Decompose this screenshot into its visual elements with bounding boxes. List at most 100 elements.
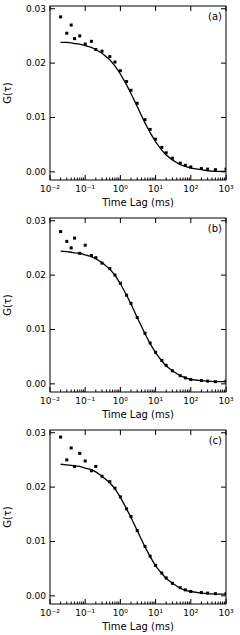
y-tick-label: 0.00: [26, 591, 46, 601]
x-tick: [85, 6, 86, 11]
x-minor-tick: [152, 390, 153, 393]
data-area: [59, 15, 226, 171]
data-area: [59, 436, 226, 596]
x-minor-tick: [189, 602, 190, 605]
x-minor-tick: [224, 178, 225, 181]
x-minor-tick: [153, 602, 154, 605]
x-tick-label: 10²: [183, 396, 198, 406]
x-minor-tick: [77, 390, 78, 393]
y-tick: [50, 171, 55, 172]
x-minor-tick: [211, 178, 212, 181]
x-minor-tick: [114, 602, 115, 605]
y-tick: [50, 487, 55, 488]
x-minor-tick: [112, 602, 113, 605]
x-minor-tick: [141, 602, 142, 605]
y-tick-label: 0.02: [26, 270, 46, 280]
x-minor-tick: [60, 178, 61, 181]
x-minor-tick: [189, 390, 190, 393]
x-minor-tick: [145, 390, 146, 393]
x-minor-tick: [109, 602, 110, 605]
y-tick: [50, 383, 55, 384]
x-minor-tick: [77, 178, 78, 181]
x-tick: [85, 430, 86, 435]
x-axis-title: Time Lag (ms): [101, 409, 174, 420]
x-minor-tick: [150, 602, 151, 605]
x-minor-tick: [185, 602, 186, 605]
x-minor-tick: [95, 602, 96, 605]
y-tick: [221, 487, 226, 488]
x-minor-tick: [71, 390, 72, 393]
x-tick: [155, 218, 156, 223]
x-tick: [155, 599, 156, 604]
x-tick-label: 10³: [218, 608, 233, 618]
x-minor-tick: [81, 602, 82, 605]
data-point: [84, 459, 87, 462]
y-tick: [50, 220, 55, 221]
x-tick-label: 10⁻¹: [75, 184, 95, 194]
y-tick: [50, 8, 55, 9]
x-minor-tick: [147, 390, 148, 393]
x-tick: [120, 430, 121, 435]
x-tick: [190, 430, 191, 435]
x-minor-tick: [218, 390, 219, 393]
x-minor-tick: [101, 390, 102, 393]
y-tick: [50, 541, 55, 542]
y-tick: [50, 63, 55, 64]
y-tick: [50, 117, 55, 118]
x-minor-tick: [218, 178, 219, 181]
x-minor-tick: [201, 390, 202, 393]
x-minor-tick: [220, 390, 221, 393]
x-tick-label: 10⁻²: [40, 608, 60, 618]
x-minor-tick: [137, 390, 138, 393]
data-area: [59, 230, 226, 383]
x-minor-tick: [74, 178, 75, 181]
x-minor-tick: [207, 390, 208, 393]
x-minor-tick: [182, 390, 183, 393]
y-tick: [221, 220, 226, 221]
x-axis-title: Time Lag (ms): [101, 197, 174, 208]
x-minor-tick: [66, 602, 67, 605]
x-tick: [226, 387, 227, 392]
x-minor-tick: [180, 390, 181, 393]
y-tick: [221, 275, 226, 276]
y-tick: [221, 541, 226, 542]
x-tick: [226, 175, 227, 180]
x-minor-tick: [114, 390, 115, 393]
x-tick: [155, 387, 156, 392]
x-minor-tick: [189, 178, 190, 181]
x-tick: [85, 387, 86, 392]
x-minor-tick: [201, 178, 202, 181]
x-minor-tick: [116, 602, 117, 605]
x-minor-tick: [114, 178, 115, 181]
y-tick: [221, 432, 226, 433]
x-tick-label: 10⁻²: [40, 184, 60, 194]
x-minor-tick: [187, 390, 188, 393]
x-minor-tick: [79, 390, 80, 393]
x-tick: [120, 387, 121, 392]
data-point: [225, 168, 227, 171]
data-point: [90, 40, 93, 43]
x-minor-tick: [166, 602, 167, 605]
data-point: [70, 24, 73, 27]
data-point: [78, 452, 81, 455]
x-minor-tick: [220, 602, 221, 605]
y-tick: [221, 329, 226, 330]
x-minor-tick: [182, 178, 183, 181]
x-minor-tick: [224, 602, 225, 605]
data-point: [70, 246, 73, 249]
x-minor-tick: [220, 178, 221, 181]
y-axis-title: G(τ): [2, 82, 13, 104]
x-minor-tick: [172, 178, 173, 181]
y-tick-label: 0.01: [26, 536, 46, 546]
x-minor-tick: [130, 602, 131, 605]
x-minor-tick: [150, 178, 151, 181]
panel-label: (c): [209, 435, 222, 446]
x-tick: [190, 599, 191, 604]
x-minor-tick: [187, 602, 188, 605]
x-minor-tick: [176, 178, 177, 181]
x-minor-tick: [66, 390, 67, 393]
y-axis-title: G(τ): [2, 294, 13, 316]
x-tick: [226, 599, 227, 604]
x-minor-tick: [172, 602, 173, 605]
data-point: [59, 15, 62, 18]
